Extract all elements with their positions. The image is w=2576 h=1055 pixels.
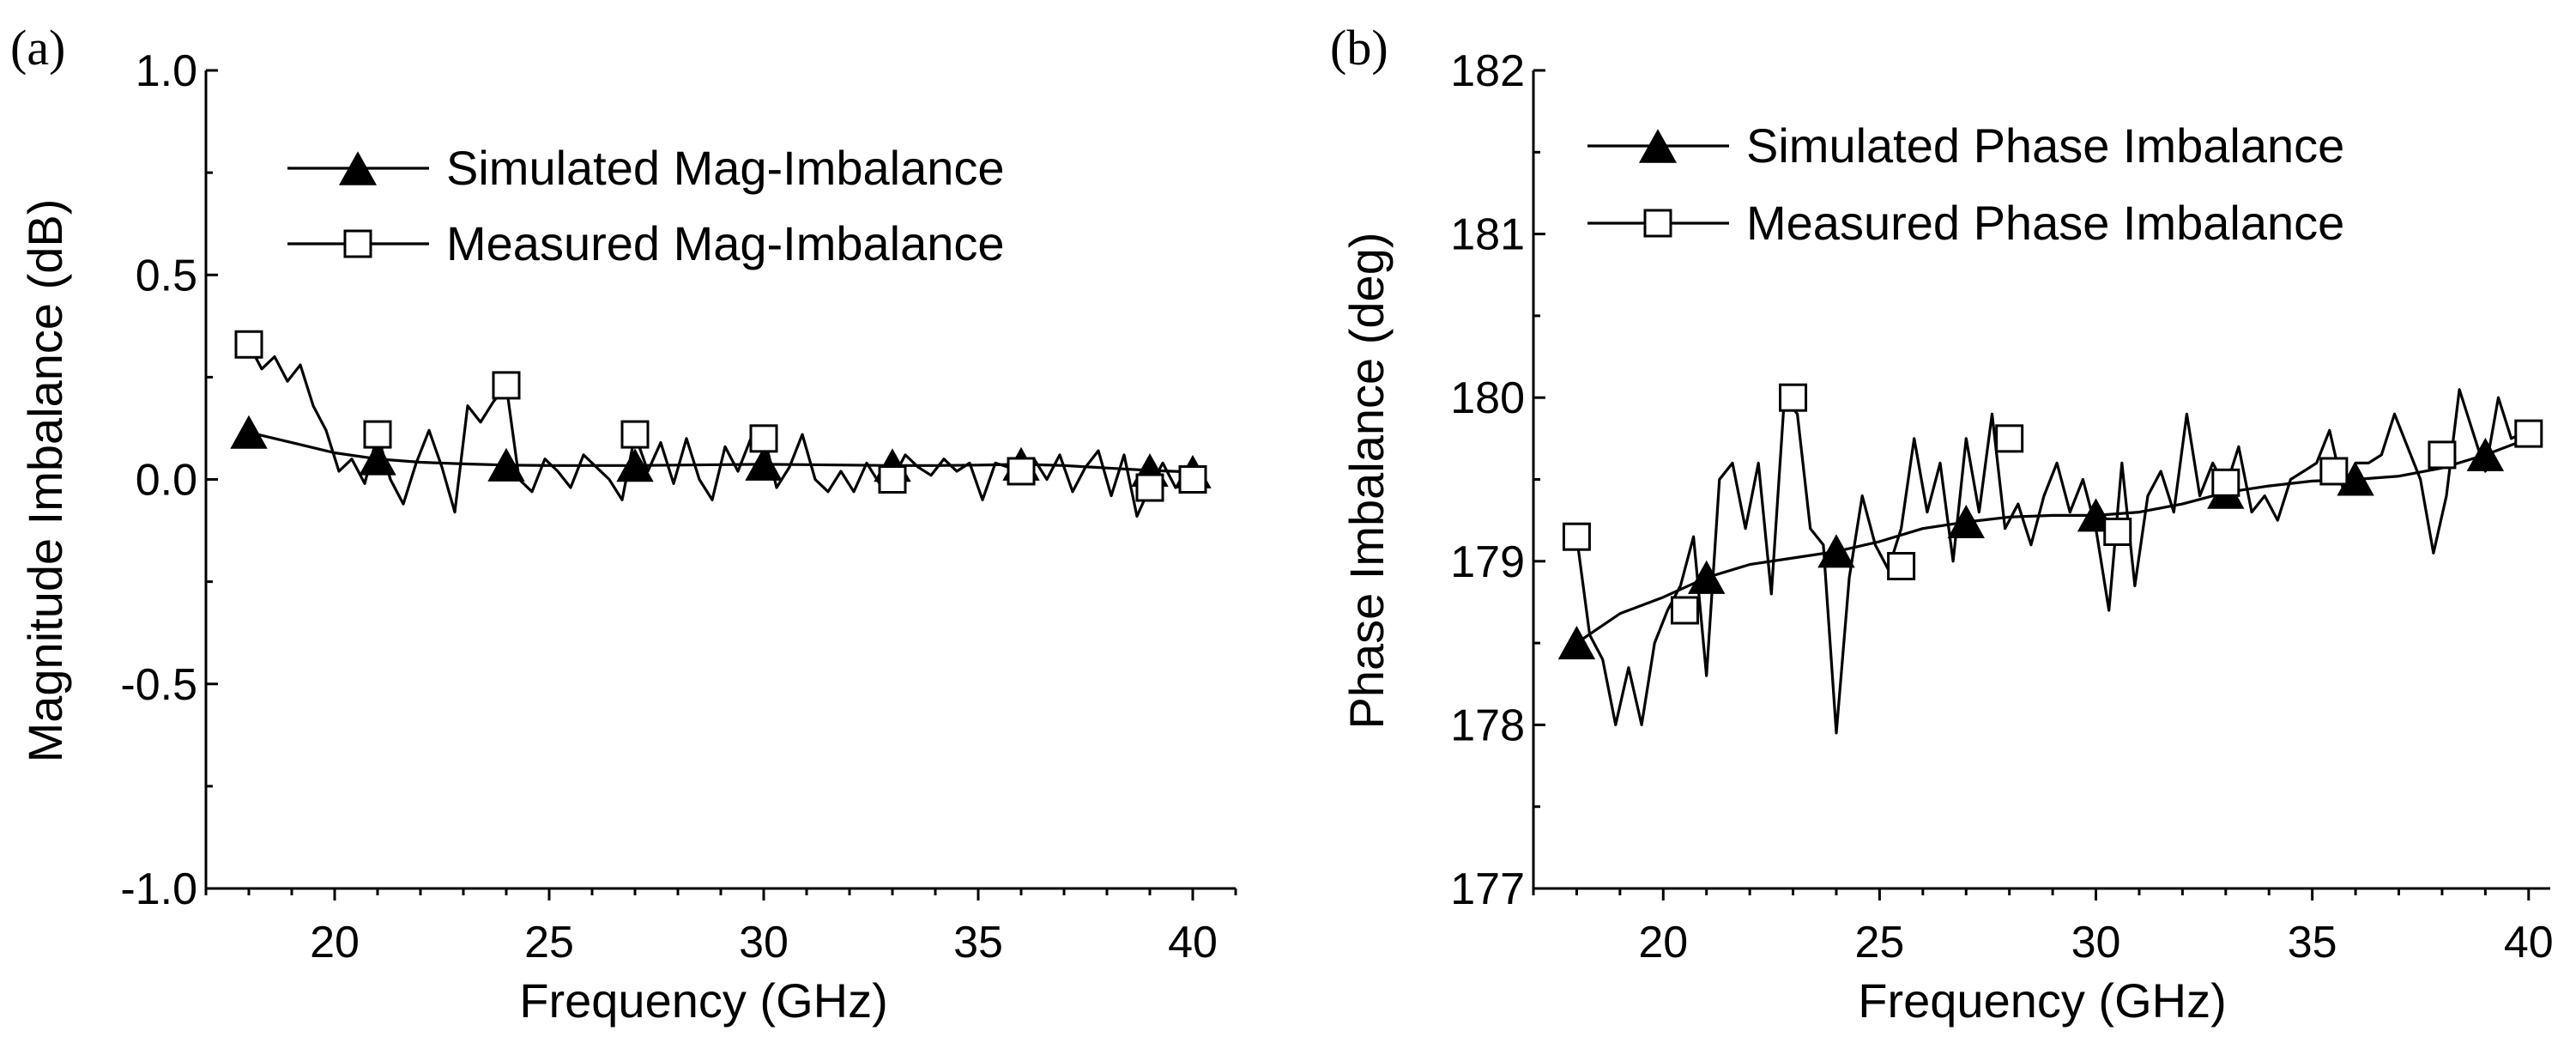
x-tick-label: 25 bbox=[524, 918, 574, 967]
y-tick-label: -0.5 bbox=[120, 660, 197, 710]
simulated-data-point bbox=[1947, 504, 1985, 539]
y-tick-label: 0.5 bbox=[136, 251, 197, 300]
x-tick-label: 40 bbox=[1168, 918, 1218, 967]
measured-data-point bbox=[2319, 457, 2349, 486]
measured-series-line bbox=[1575, 388, 2530, 735]
simulated-data-point bbox=[230, 415, 268, 449]
measured-data-point bbox=[1779, 383, 1808, 412]
y-tick-label: 179 bbox=[1450, 537, 1525, 587]
y-tick-label: 181 bbox=[1450, 210, 1525, 260]
simulated-data-point bbox=[1817, 534, 1855, 568]
legend-label: Simulated Phase Imbalance bbox=[1746, 118, 2344, 173]
panel-b-phase-imbalance: 177 178 179 180 181 182 20 25 30 35 40 Frequency (G… bbox=[1330, 20, 2554, 1028]
measured-data-point bbox=[749, 424, 778, 453]
measured-data-point bbox=[2514, 419, 2543, 448]
y-tick-label: 177 bbox=[1450, 864, 1525, 914]
x-tick-label: 30 bbox=[739, 918, 789, 967]
x-tick-label: 35 bbox=[2288, 918, 2337, 967]
measured-data-point bbox=[1670, 596, 1699, 625]
measured-data-point bbox=[1562, 522, 1591, 551]
panel-letter: (b) bbox=[1330, 20, 1388, 76]
legend-label: Measured Phase Imbalance bbox=[1746, 196, 2344, 250]
simulated-data-point bbox=[1557, 626, 1596, 660]
y-tick-label: 180 bbox=[1450, 373, 1525, 423]
measured-data-point bbox=[2211, 468, 2240, 497]
y-tick-label: -1.0 bbox=[120, 864, 197, 914]
x-axis-label: Frequency (GHz) bbox=[519, 973, 887, 1028]
measured-data-point bbox=[1178, 465, 1207, 494]
legend-label: Measured Mag-Imbalance bbox=[446, 216, 1005, 270]
simulated-data-point bbox=[616, 448, 654, 482]
legend-label: Simulated Mag-Imbalance bbox=[446, 141, 1005, 195]
panel-letter: (a) bbox=[10, 20, 65, 76]
x-tick-label: 25 bbox=[1854, 918, 1904, 967]
x-tick-label: 35 bbox=[953, 918, 1003, 967]
measured-data-point bbox=[1007, 457, 1036, 486]
measured-data-point bbox=[878, 465, 907, 494]
panel-a-magnitude-imbalance: -1.0 -0.5 0.0 0.5 1.0 20 25 30 35 40 Frequency (GH… bbox=[10, 20, 1237, 1028]
legend-triangle-marker bbox=[1639, 129, 1677, 163]
x-tick-label: 30 bbox=[2071, 918, 2121, 967]
legend-square-marker bbox=[343, 229, 372, 258]
legend-triangle-marker bbox=[339, 151, 377, 185]
measured-data-point bbox=[363, 420, 392, 449]
x-tick-label: 20 bbox=[1638, 918, 1688, 967]
measured-data-point bbox=[1995, 424, 2024, 453]
measured-data-point bbox=[1887, 552, 1916, 581]
x-tick-label: 40 bbox=[2504, 918, 2554, 967]
y-tick-label: 182 bbox=[1450, 46, 1525, 96]
measured-data-point bbox=[620, 420, 650, 449]
x-axis-label: Frequency (GHz) bbox=[1858, 973, 2226, 1028]
x-tick-label: 20 bbox=[310, 918, 360, 967]
simulated-data-point bbox=[359, 441, 396, 476]
y-axis-label: Phase Imbalance (deg) bbox=[1339, 232, 1394, 729]
measured-data-point bbox=[2428, 440, 2457, 470]
measured-data-point bbox=[234, 330, 263, 359]
simulated-series-line bbox=[1575, 437, 2530, 645]
y-tick-label: 0.0 bbox=[136, 456, 197, 506]
y-axis-label: Magnitude Imbalance (dB) bbox=[18, 199, 72, 763]
measured-data-point bbox=[492, 371, 521, 400]
simulated-data-point bbox=[745, 446, 783, 481]
simulated-data-point bbox=[487, 447, 525, 482]
simulated-data-point bbox=[2466, 437, 2505, 471]
measured-data-point bbox=[1135, 473, 1164, 502]
y-tick-label: 178 bbox=[1450, 700, 1525, 750]
y-tick-label: 1.0 bbox=[136, 46, 197, 96]
legend-square-marker bbox=[1643, 209, 1672, 238]
simulated-data-point bbox=[1688, 560, 1726, 594]
measured-data-point bbox=[2103, 517, 2132, 546]
